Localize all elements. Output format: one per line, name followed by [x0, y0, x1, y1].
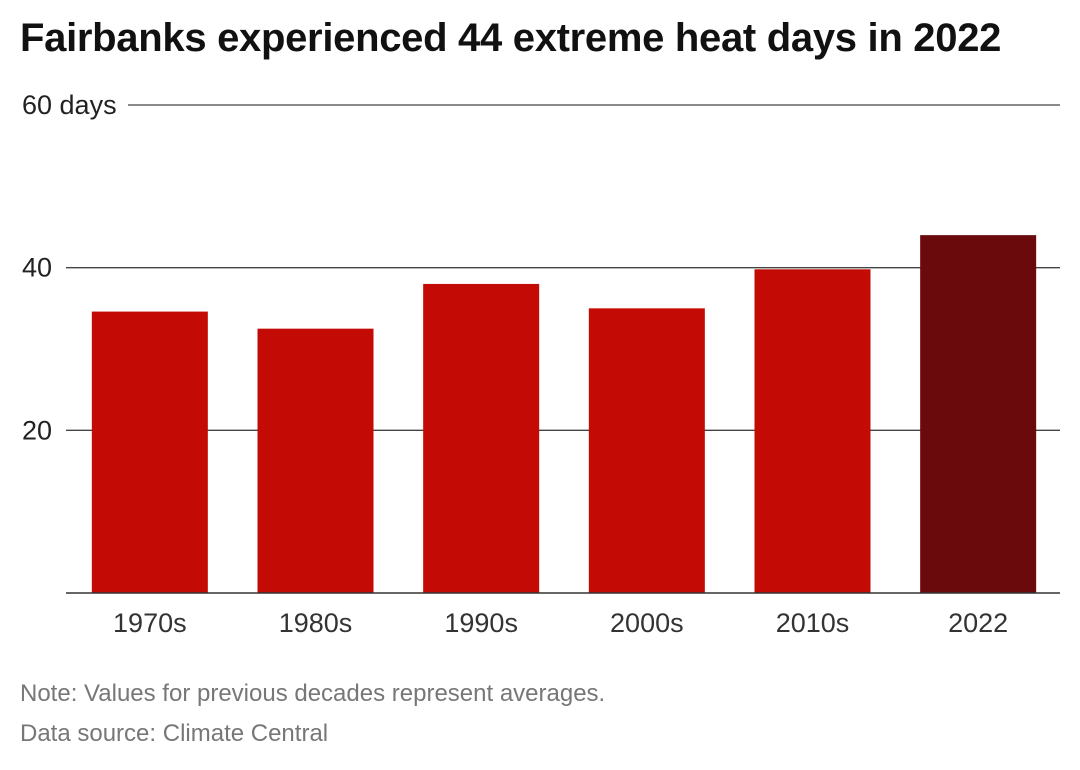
- x-tick-label: 1970s: [113, 608, 187, 638]
- bar-2000s: [588, 308, 705, 593]
- y-tick-label: 40: [22, 253, 52, 283]
- x-tick-label: 2022: [948, 608, 1008, 638]
- x-axis: 1970s 1980s 1990s 2000s 2010s 2022: [66, 592, 1060, 638]
- chart-title: Fairbanks experienced 44 extreme heat da…: [20, 16, 1002, 60]
- x-tick-label: 2000s: [610, 608, 684, 638]
- x-tick-label: 2010s: [776, 608, 850, 638]
- bar-1970s: [91, 311, 208, 593]
- chart-note: Note: Values for previous decades repres…: [20, 680, 606, 707]
- x-tick-label: 1980s: [279, 608, 353, 638]
- bar-2022: [920, 235, 1037, 593]
- x-tick-label: 1990s: [444, 608, 518, 638]
- bar-2010s: [754, 269, 871, 593]
- data-source: Data source: Climate Central: [20, 720, 329, 747]
- gridlines: 20 40 60 days: [22, 90, 1060, 445]
- bar-chart: 20 40 60 days 1970s 1980s 1990s 2000s 2010s 202…: [22, 90, 1060, 638]
- y-tick-label: 20: [22, 415, 52, 445]
- bars: [91, 235, 1037, 593]
- bar-1990s: [423, 283, 540, 593]
- y-tick-label: 60 days: [22, 90, 117, 120]
- bar-1980s: [257, 328, 374, 593]
